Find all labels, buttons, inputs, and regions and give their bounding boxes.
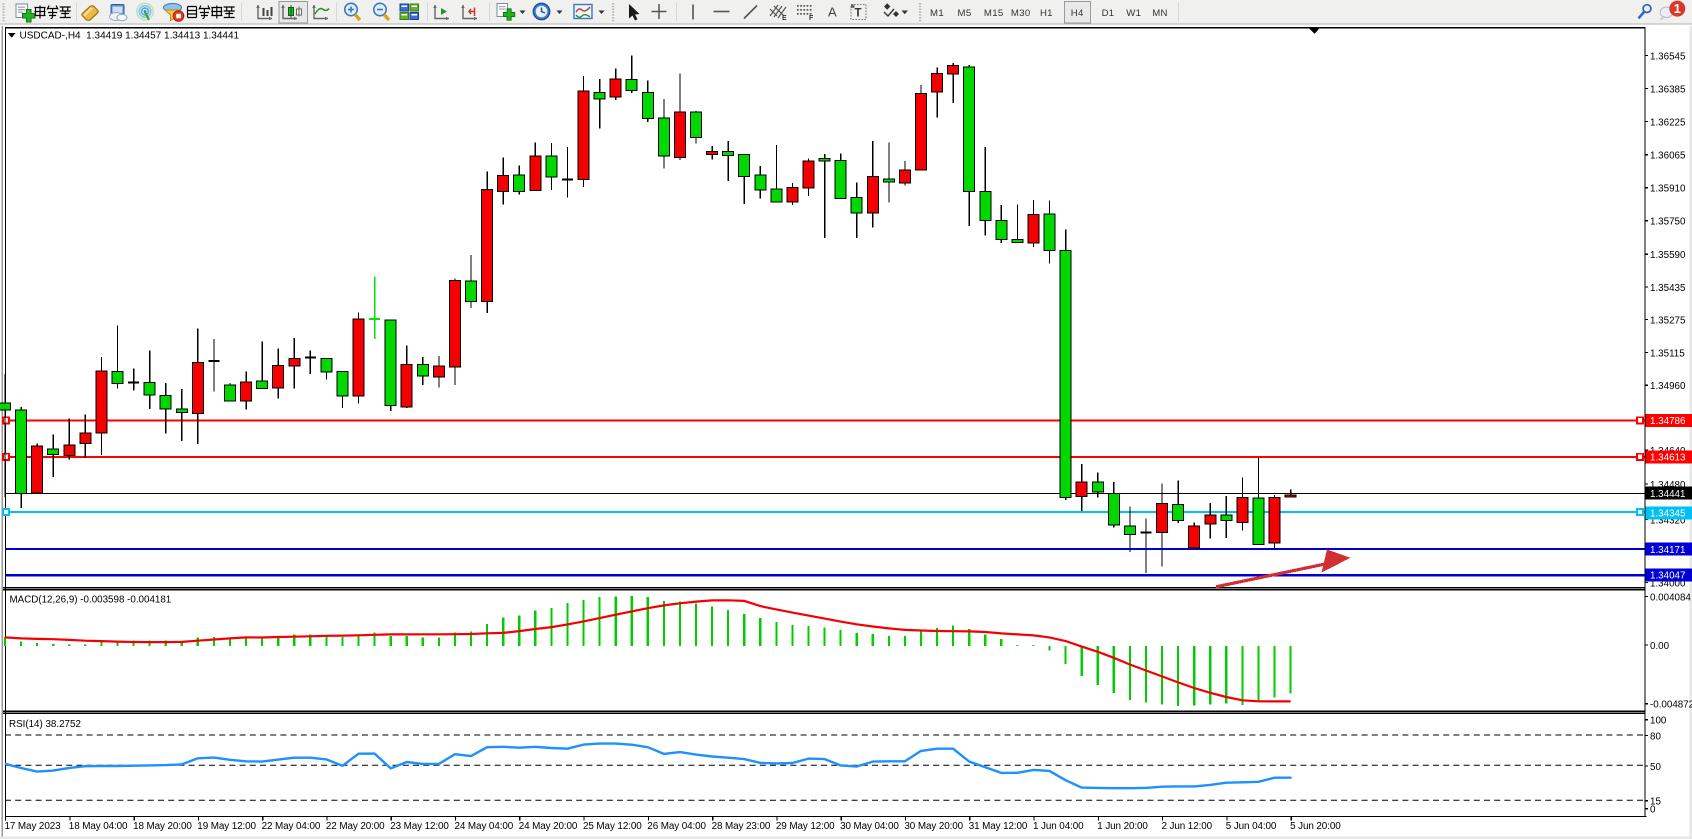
svg-text:1: 1 — [1674, 1, 1681, 16]
svg-text:USDCAD-,H4 1.34419 1.34457 1.: USDCAD-,H4 1.34419 1.34457 1.34413 1.344… — [20, 31, 240, 42]
svg-text:1.34047: 1.34047 — [1650, 571, 1685, 582]
svg-text:0: 0 — [1650, 805, 1656, 816]
svg-text:D1: D1 — [1102, 8, 1115, 19]
svg-text:17 May 2023: 17 May 2023 — [5, 821, 62, 832]
svg-text:T: T — [855, 8, 862, 20]
svg-text:25 May 12:00: 25 May 12:00 — [583, 821, 642, 832]
svg-text:23 May 12:00: 23 May 12:00 — [390, 821, 449, 832]
svg-text:22 May 20:00: 22 May 20:00 — [326, 821, 385, 832]
svg-text:29 May 12:00: 29 May 12:00 — [776, 821, 835, 832]
svg-text:1.36225: 1.36225 — [1650, 118, 1686, 129]
svg-text:1.35590: 1.35590 — [1650, 250, 1686, 261]
svg-text:1 Jun 04:00: 1 Jun 04:00 — [1033, 821, 1084, 832]
svg-text:1.34171: 1.34171 — [1650, 545, 1685, 556]
svg-text:1.36385: 1.36385 — [1650, 84, 1686, 95]
svg-text:E: E — [782, 15, 787, 22]
svg-text:1.34786: 1.34786 — [1650, 416, 1686, 427]
svg-text:30 May 20:00: 30 May 20:00 — [904, 821, 963, 832]
svg-text:-0.004872: -0.004872 — [1650, 700, 1692, 711]
svg-text:M15: M15 — [984, 8, 1004, 19]
svg-text:15: 15 — [1650, 797, 1661, 808]
svg-text:1.35435: 1.35435 — [1650, 283, 1686, 294]
svg-text:1.36545: 1.36545 — [1650, 51, 1686, 62]
svg-text:1.34960: 1.34960 — [1650, 381, 1686, 392]
svg-text:1.35115: 1.35115 — [1650, 349, 1685, 360]
svg-text:50: 50 — [1650, 762, 1661, 773]
svg-text:24 May 04:00: 24 May 04:00 — [455, 821, 514, 832]
svg-text:2 Jun 12:00: 2 Jun 12:00 — [1162, 821, 1213, 832]
svg-text:1.34320: 1.34320 — [1650, 516, 1686, 527]
svg-text:18 May 20:00: 18 May 20:00 — [133, 821, 192, 832]
svg-text:1.34000: 1.34000 — [1650, 578, 1686, 589]
svg-text:H1: H1 — [1040, 8, 1053, 19]
svg-text:1.34441: 1.34441 — [1650, 489, 1685, 500]
svg-text:1.34480: 1.34480 — [1650, 480, 1686, 491]
svg-text:M5: M5 — [958, 8, 972, 19]
svg-text:H4: H4 — [1071, 8, 1084, 19]
svg-text:MACD(12,26,9) -0.003598 -0.004: MACD(12,26,9) -0.003598 -0.004181 — [10, 595, 172, 606]
svg-text:18 May 04:00: 18 May 04:00 — [69, 821, 128, 832]
svg-text:80: 80 — [1650, 731, 1661, 742]
svg-text:1.34345: 1.34345 — [1650, 509, 1686, 520]
svg-text:0.004084: 0.004084 — [1650, 592, 1691, 603]
svg-text:100: 100 — [1650, 716, 1667, 727]
svg-text:1.36065: 1.36065 — [1650, 151, 1686, 162]
svg-text:MN: MN — [1152, 8, 1168, 19]
svg-text:1.34613: 1.34613 — [1650, 453, 1686, 464]
svg-text:19 May 12:00: 19 May 12:00 — [197, 821, 256, 832]
svg-text:26 May 04:00: 26 May 04:00 — [647, 821, 706, 832]
svg-text:5 Jun 20:00: 5 Jun 20:00 — [1290, 821, 1341, 832]
svg-text:A: A — [828, 5, 837, 20]
svg-text:5 Jun 04:00: 5 Jun 04:00 — [1226, 821, 1277, 832]
svg-text:31 May 12:00: 31 May 12:00 — [969, 821, 1028, 832]
svg-text:0.00: 0.00 — [1650, 641, 1670, 652]
svg-text:1.35910: 1.35910 — [1650, 184, 1686, 195]
svg-text:M30: M30 — [1011, 8, 1031, 19]
svg-text:30 May 04:00: 30 May 04:00 — [840, 821, 899, 832]
svg-text:1.35275: 1.35275 — [1650, 316, 1686, 327]
svg-text:M1: M1 — [930, 8, 944, 19]
svg-text:1 Jun 20:00: 1 Jun 20:00 — [1097, 821, 1148, 832]
svg-text:1.35750: 1.35750 — [1650, 217, 1686, 228]
svg-text:28 May 23:00: 28 May 23:00 — [712, 821, 771, 832]
svg-text:RSI(14) 38.2752: RSI(14) 38.2752 — [9, 719, 81, 730]
svg-text:22 May 04:00: 22 May 04:00 — [262, 821, 321, 832]
svg-text:W1: W1 — [1126, 8, 1141, 19]
svg-text:F: F — [809, 15, 814, 22]
svg-text:24 May 20:00: 24 May 20:00 — [519, 821, 578, 832]
